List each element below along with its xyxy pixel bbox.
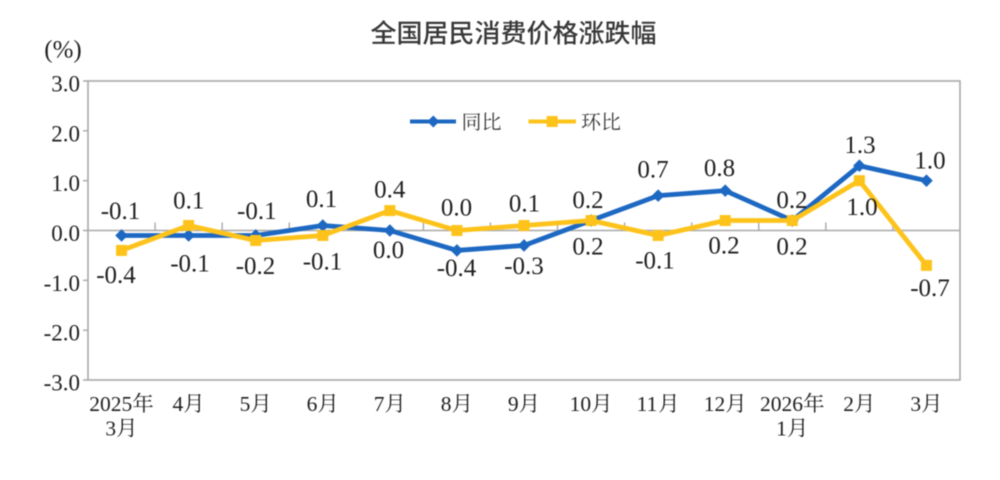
svg-text:2.0: 2.0 bbox=[51, 121, 80, 146]
svg-text:0.0: 0.0 bbox=[51, 221, 80, 246]
svg-text:2026: 2026 bbox=[760, 392, 803, 416]
svg-text:1.3: 1.3 bbox=[844, 132, 875, 159]
svg-text:(%): (%) bbox=[44, 37, 81, 64]
svg-text:10: 10 bbox=[570, 392, 592, 416]
svg-text:0.2: 0.2 bbox=[776, 187, 807, 214]
svg-text:3: 3 bbox=[910, 392, 921, 416]
svg-text:8: 8 bbox=[441, 392, 452, 416]
svg-text:3: 3 bbox=[105, 417, 116, 441]
svg-text:0.0: 0.0 bbox=[441, 195, 472, 222]
svg-text:-1.0: -1.0 bbox=[44, 271, 80, 296]
svg-text:4: 4 bbox=[172, 392, 183, 416]
svg-text:1: 1 bbox=[776, 417, 787, 441]
svg-text:2025: 2025 bbox=[89, 392, 132, 416]
svg-text:0.2: 0.2 bbox=[572, 187, 603, 214]
svg-text:0.4: 0.4 bbox=[374, 176, 406, 203]
svg-text:12: 12 bbox=[704, 392, 726, 416]
svg-text:2: 2 bbox=[843, 392, 854, 416]
svg-text:-0.2: -0.2 bbox=[236, 253, 276, 280]
svg-text:-0.1: -0.1 bbox=[635, 247, 675, 274]
svg-text:-3.0: -3.0 bbox=[44, 371, 80, 396]
svg-text:3.0: 3.0 bbox=[51, 72, 80, 97]
svg-text:-0.1: -0.1 bbox=[170, 250, 210, 277]
svg-text:-0.1: -0.1 bbox=[303, 249, 343, 276]
svg-text:-0.1: -0.1 bbox=[101, 198, 141, 225]
svg-text:5: 5 bbox=[240, 392, 251, 416]
svg-text:-2.0: -2.0 bbox=[44, 321, 80, 346]
svg-text:1.0: 1.0 bbox=[846, 194, 877, 221]
svg-text:0.1: 0.1 bbox=[173, 188, 204, 215]
svg-text:1.0: 1.0 bbox=[51, 171, 80, 196]
svg-text:0.2: 0.2 bbox=[572, 233, 603, 260]
svg-text:-0.4: -0.4 bbox=[437, 255, 477, 282]
svg-text:9: 9 bbox=[508, 392, 519, 416]
svg-text:0.2: 0.2 bbox=[708, 232, 739, 259]
svg-text:-0.7: -0.7 bbox=[910, 275, 950, 302]
svg-text:0.0: 0.0 bbox=[373, 237, 404, 264]
svg-text:-0.1: -0.1 bbox=[237, 198, 277, 225]
svg-text:0.8: 0.8 bbox=[704, 155, 735, 182]
svg-text:6: 6 bbox=[307, 392, 318, 416]
svg-text:1.0: 1.0 bbox=[914, 147, 945, 174]
svg-text:0.7: 0.7 bbox=[637, 156, 668, 183]
svg-text:0.1: 0.1 bbox=[509, 191, 540, 218]
svg-text:-0.4: -0.4 bbox=[96, 262, 136, 289]
svg-text:7: 7 bbox=[374, 392, 385, 416]
svg-text:11: 11 bbox=[637, 392, 658, 416]
svg-text:-0.3: -0.3 bbox=[504, 253, 544, 280]
svg-text:0.1: 0.1 bbox=[306, 186, 337, 213]
svg-text:0.2: 0.2 bbox=[776, 233, 807, 260]
